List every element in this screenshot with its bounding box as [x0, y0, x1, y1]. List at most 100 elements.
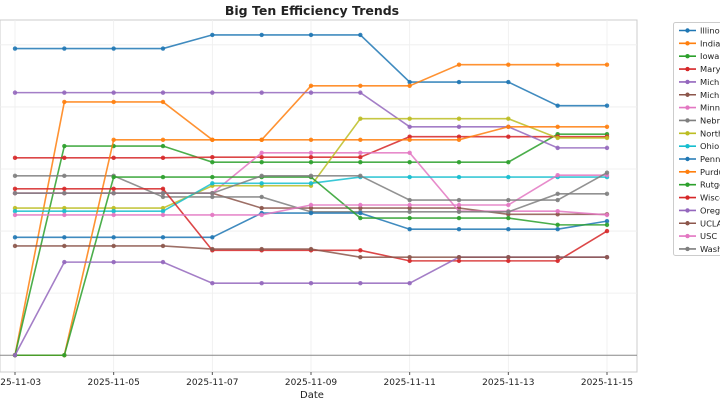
data-point	[259, 281, 264, 286]
data-point	[62, 209, 67, 214]
data-point	[506, 215, 511, 221]
data-point	[555, 197, 560, 203]
legend-item: UCLA	[679, 218, 720, 228]
legend-label: Minnesota	[700, 103, 720, 113]
series-layer	[12, 32, 610, 358]
data-point	[456, 258, 462, 264]
data-point	[506, 134, 511, 139]
data-point	[160, 186, 166, 192]
data-point	[506, 202, 511, 208]
data-point	[506, 254, 511, 260]
legend-item: Washington	[679, 244, 720, 254]
data-point	[160, 46, 166, 51]
legend-label: Purdue	[700, 167, 720, 177]
data-point	[604, 124, 610, 129]
data-point	[308, 210, 314, 216]
legend-label: Iowa	[700, 51, 719, 61]
data-point	[12, 243, 18, 249]
data-point	[555, 173, 560, 178]
data-point	[407, 227, 412, 232]
data-point	[407, 79, 412, 85]
data-point	[456, 215, 462, 221]
x-ticks: 2025-11-03 2025-11-05 2025-11-07 2025-11-09…	[0, 372, 633, 388]
data-point	[456, 116, 462, 121]
data-point	[259, 212, 264, 218]
data-point	[358, 173, 363, 179]
legend-marker	[685, 54, 690, 59]
data-point	[160, 205, 166, 211]
data-point	[456, 137, 462, 143]
data-point	[111, 155, 116, 161]
series-northwestern	[12, 116, 610, 211]
data-point	[604, 228, 610, 234]
legend-marker	[685, 233, 690, 239]
data-point	[407, 258, 412, 264]
data-point	[62, 46, 67, 51]
data-point	[259, 159, 264, 165]
legend-marker	[685, 169, 690, 175]
data-point	[456, 174, 462, 180]
data-point	[160, 137, 166, 143]
data-point	[456, 134, 462, 139]
data-point	[259, 194, 264, 200]
data-point	[308, 202, 314, 208]
data-point	[555, 103, 560, 108]
series-usc	[12, 173, 610, 218]
legend-item: Minnesota	[679, 103, 720, 113]
legend-item: Michigan State	[679, 90, 720, 100]
data-point	[506, 209, 511, 215]
data-point	[506, 124, 511, 129]
data-point	[111, 243, 116, 249]
data-point	[160, 212, 166, 218]
data-point	[210, 159, 215, 165]
x-tick-label: 2025-11-13	[482, 378, 534, 388]
legend-marker	[685, 105, 690, 110]
data-point	[358, 150, 363, 156]
legend-item: Maryland	[679, 64, 720, 74]
data-point	[111, 212, 116, 218]
data-point	[111, 174, 116, 180]
data-point	[62, 259, 67, 265]
data-point	[12, 353, 18, 358]
data-point	[555, 191, 560, 197]
series-penn-state	[12, 210, 610, 240]
data-point	[62, 212, 67, 218]
data-point	[456, 79, 462, 85]
data-point	[407, 116, 412, 121]
data-point	[506, 159, 511, 165]
data-point	[555, 145, 560, 151]
data-point	[12, 209, 18, 214]
data-point	[604, 62, 610, 67]
x-tick-label: 2025-11-07	[186, 378, 238, 388]
data-point	[160, 99, 166, 105]
data-point	[62, 155, 67, 161]
data-point	[555, 222, 560, 228]
data-point	[456, 202, 462, 208]
data-point	[407, 197, 412, 203]
data-point	[358, 116, 363, 121]
legend-item: Rutgers	[679, 180, 720, 190]
data-point	[210, 154, 215, 160]
data-point	[160, 259, 166, 265]
data-point	[358, 281, 363, 286]
data-point	[111, 209, 116, 214]
data-point	[259, 137, 264, 143]
data-point	[308, 281, 314, 286]
plot-frame	[0, 19, 638, 373]
data-point	[160, 243, 166, 249]
data-point	[111, 90, 116, 95]
x-tick-label: 2025-11-05	[88, 378, 140, 388]
data-point	[111, 205, 116, 211]
series-illinois	[12, 32, 610, 108]
data-point	[358, 32, 363, 38]
data-point	[210, 90, 215, 95]
data-point	[604, 212, 610, 218]
legend-item: Michigan	[679, 77, 720, 87]
data-point	[407, 205, 412, 211]
data-point	[62, 353, 67, 358]
legend-item: Ohio State	[679, 141, 720, 151]
data-point	[111, 99, 116, 105]
data-point	[111, 191, 116, 196]
